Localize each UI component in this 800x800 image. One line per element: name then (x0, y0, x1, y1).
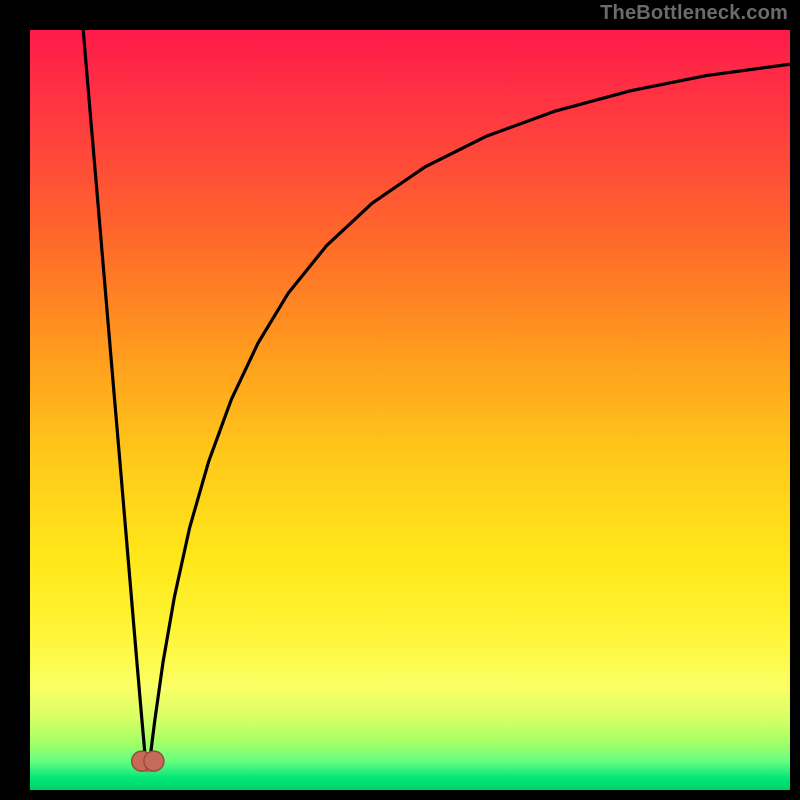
minimum-markers (132, 751, 164, 771)
watermark-text: TheBottleneck.com (600, 2, 788, 25)
chart-frame: TheBottleneck.com (0, 0, 800, 800)
chart-background-gradient (30, 30, 790, 790)
bottleneck-chart (0, 0, 800, 800)
minimum-marker-2 (144, 751, 164, 771)
